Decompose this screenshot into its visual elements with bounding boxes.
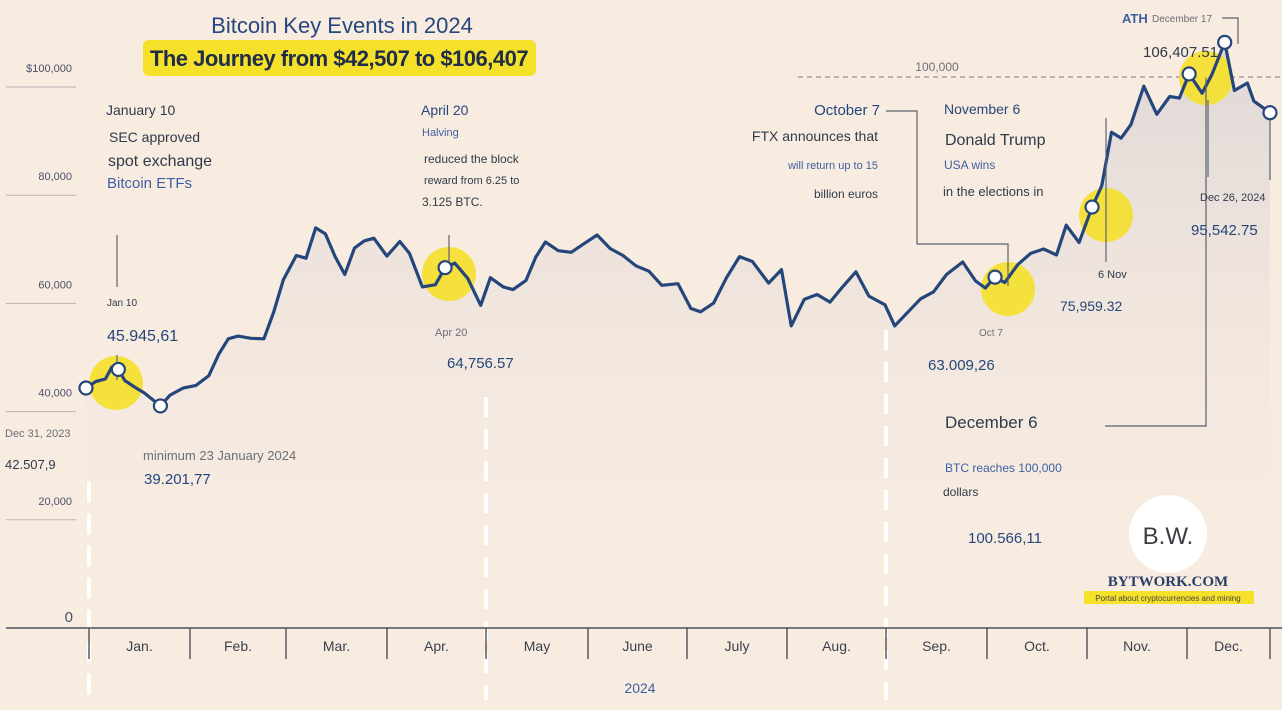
y-tick-label: 0 bbox=[65, 609, 73, 626]
connectors bbox=[116, 17, 1271, 427]
connector-ath bbox=[1222, 17, 1239, 44]
marker-oct7 bbox=[987, 269, 1003, 285]
dec6-line1: BTC reaches 100,000 bbox=[945, 461, 1062, 475]
marker-dec6 bbox=[1181, 66, 1197, 82]
x-month-label: Sep. bbox=[922, 638, 951, 654]
x-month-label: Apr. bbox=[424, 638, 449, 654]
oct7-line3: billion euros bbox=[814, 187, 878, 201]
marker-apr20 bbox=[437, 260, 453, 276]
oct7-date: October 7 bbox=[814, 102, 880, 119]
jan10-line3: Bitcoin ETFs bbox=[107, 175, 192, 192]
subtitle-highlight bbox=[143, 40, 536, 76]
reference-line-label: 100,000 bbox=[915, 60, 959, 74]
x-month-label: Nov. bbox=[1123, 638, 1151, 654]
price-area bbox=[86, 42, 1270, 619]
connector-dec6 bbox=[1105, 78, 1207, 427]
x-axis: Jan. Feb. Mar. Apr. May June July Aug. Sep. Oct. N… bbox=[88, 628, 1271, 659]
nov6-value: 75,959.32 bbox=[1060, 298, 1122, 314]
marker-min bbox=[152, 398, 169, 414]
dec26-tag: Dec 26, 2024 bbox=[1200, 192, 1265, 204]
dec6-date: December 6 bbox=[945, 413, 1038, 432]
min-label: minimum 23 January 2024 bbox=[143, 448, 296, 463]
highlight-jan10 bbox=[89, 356, 143, 410]
apr20-line2: reward from 6.25 to bbox=[424, 175, 519, 187]
x-axis-label: 2024 bbox=[624, 680, 655, 696]
x-month-label: Aug. bbox=[822, 638, 851, 654]
y-tick-label: $100,000 bbox=[26, 63, 72, 75]
min-value: 39.201,77 bbox=[144, 471, 211, 488]
x-month-label: May bbox=[524, 638, 550, 654]
apr20-tag: Apr 20 bbox=[435, 327, 467, 339]
ath-date: December 17 bbox=[1152, 14, 1212, 25]
oct7-tag: Oct 7 bbox=[979, 328, 1003, 339]
apr20-sub: Halving bbox=[422, 127, 459, 139]
jan10-line2: spot exchange bbox=[108, 153, 212, 170]
x-month-label: Jan. bbox=[126, 638, 152, 654]
marker-nov6 bbox=[1084, 199, 1100, 215]
apr20-date: April 20 bbox=[421, 102, 469, 118]
connector-oct7 bbox=[886, 110, 1009, 286]
brand-tagline: Portal about cryptocurrencies and mining bbox=[1095, 594, 1240, 603]
dec6-value: 100.566,11 bbox=[968, 530, 1042, 547]
marker-end bbox=[1262, 105, 1278, 121]
y-tick-label: 20,000 bbox=[38, 496, 72, 508]
chart-subtitle: The Journey from $42,507 to $106,407 bbox=[150, 46, 528, 71]
dec26-value: 95,542.75 bbox=[1191, 222, 1258, 239]
brand-badge-text: B.W. bbox=[1143, 523, 1194, 550]
y-axis: 0 20,000 40,000 60,000 80,000 $100,000 bbox=[6, 63, 76, 626]
nov6-line2: USA wins bbox=[944, 158, 995, 172]
dec6-line2: dollars bbox=[943, 485, 978, 499]
x-month-label: June bbox=[622, 638, 653, 654]
chart-title: Bitcoin Key Events in 2024 bbox=[211, 13, 473, 38]
oct7-line2: will return up to 15 bbox=[787, 160, 878, 172]
price-line bbox=[84, 40, 1272, 408]
apr20-value: 64,756.57 bbox=[447, 355, 514, 372]
brand-tagline-highlight bbox=[1084, 591, 1254, 604]
x-month-label: Mar. bbox=[323, 638, 350, 654]
jan10-date: January 10 bbox=[106, 102, 175, 118]
y-tick-label: 40,000 bbox=[38, 388, 72, 400]
apr20-line1: reduced the block bbox=[424, 152, 520, 166]
brand-name: BYTWORK.COM bbox=[1108, 574, 1228, 590]
jan10-line1: SEC approved bbox=[109, 129, 200, 145]
start-tag: Dec 31, 2023 bbox=[5, 428, 70, 440]
oct7-line1: FTX announces that bbox=[752, 128, 878, 144]
nov6-date: November 6 bbox=[944, 101, 1020, 117]
markers bbox=[78, 34, 1278, 414]
apr20-line3: 3.125 BTC. bbox=[422, 195, 483, 209]
marker-ath bbox=[1217, 34, 1233, 50]
marker-start bbox=[78, 380, 94, 396]
x-month-label: Oct. bbox=[1024, 638, 1050, 654]
x-month-label: July bbox=[725, 638, 750, 654]
brand-badge bbox=[1129, 495, 1207, 573]
nov6-line1: Donald Trump bbox=[945, 132, 1046, 149]
y-tick-label: 80,000 bbox=[38, 171, 72, 183]
nov6-line3: in the elections in bbox=[943, 184, 1043, 199]
x-month-label: Feb. bbox=[224, 638, 252, 654]
x-month-label: Dec. bbox=[1214, 638, 1243, 654]
marker-jan10 bbox=[110, 361, 126, 378]
oct7-value: 63.009,26 bbox=[928, 357, 995, 374]
ath-label: ATH bbox=[1122, 11, 1148, 26]
nov6-tag: 6 Nov bbox=[1098, 269, 1127, 281]
y-tick-label: 60,000 bbox=[38, 279, 72, 291]
jan10-value: 45.945,61 bbox=[107, 328, 178, 345]
jan10-tag: Jan 10 bbox=[107, 298, 137, 309]
ath-value: 106,407.51 bbox=[1143, 44, 1218, 61]
start-value: 42.507,9 bbox=[5, 457, 56, 472]
